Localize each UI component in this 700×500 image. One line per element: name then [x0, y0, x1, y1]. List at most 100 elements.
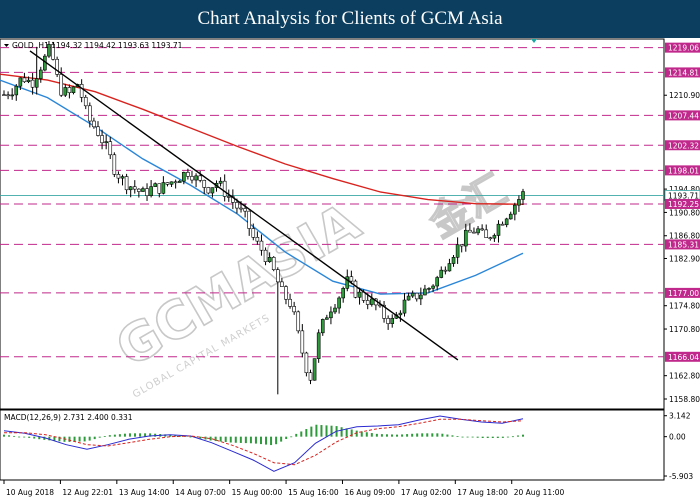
time-value: 17 Aug 18:00 — [457, 488, 508, 497]
candle — [316, 329, 321, 363]
candle — [128, 186, 133, 198]
symbol-menu-icon[interactable] — [4, 44, 9, 47]
candle — [194, 173, 198, 188]
candle — [276, 267, 280, 395]
macd-histogram-bar — [209, 436, 212, 441]
candle-body-up — [34, 78, 39, 88]
macd-histogram-bar — [380, 434, 383, 437]
time-value: 17 Aug 02:00 — [401, 488, 452, 497]
macd-histogram-bar — [496, 436, 499, 438]
macd-main-line — [3, 415, 524, 472]
candle — [443, 266, 448, 275]
macd-histogram-bar — [370, 433, 373, 437]
candle — [435, 275, 439, 291]
price-value: 1190.80 — [669, 208, 700, 217]
macd-histogram-bar — [330, 425, 333, 437]
macd-histogram-bar — [139, 433, 142, 437]
macd-histogram-bar — [259, 436, 262, 445]
candle — [423, 284, 427, 296]
candle — [312, 358, 317, 381]
level-price-box — [665, 140, 700, 151]
candle — [14, 84, 19, 101]
candle-body-down — [157, 183, 162, 194]
candle — [521, 188, 525, 206]
macd-histogram-bar — [128, 433, 131, 437]
macd-histogram-bar — [295, 433, 298, 437]
price-label: 1219.06 — [665, 42, 700, 53]
macd-histogram-bar — [144, 433, 147, 437]
macd-histogram-bar — [68, 436, 71, 442]
macd-histogram-bar — [285, 436, 288, 440]
candle — [451, 254, 456, 267]
candle-body-up — [14, 85, 19, 96]
price-value: 1158.80 — [669, 395, 700, 404]
candle — [267, 252, 272, 263]
level-price-box — [665, 42, 700, 53]
candle-body-down — [222, 180, 227, 197]
macd-histogram-bar — [305, 429, 308, 437]
level-price-value: 1192.25 — [668, 200, 699, 209]
candle — [304, 351, 309, 377]
price-label: 1214.81 — [665, 67, 700, 78]
time-label: 20 Aug 11:00 — [511, 480, 565, 497]
price-value: 1182.90 — [669, 254, 700, 263]
candle — [169, 181, 174, 187]
macd-histogram-bar — [18, 436, 21, 438]
macd-histogram-bar — [234, 436, 237, 443]
price-label: 1207.44 — [665, 110, 700, 121]
candle-body-up — [513, 204, 517, 215]
level-price-value: 1185.31 — [668, 240, 699, 249]
time-axis: 10 Aug 2018 12 Aug 22:01 13 Aug 14:00 14 Au… — [3, 480, 565, 497]
macd-histogram-bar — [13, 435, 16, 437]
candle-body-down — [198, 175, 202, 181]
candle — [157, 183, 162, 198]
candle-body-up — [71, 86, 76, 93]
macd-histogram-bar — [310, 426, 313, 437]
candle-body-down — [116, 174, 121, 179]
candle-body-up — [345, 276, 350, 289]
macd-histogram-bar — [476, 436, 479, 438]
price-label: 1190.80 — [664, 208, 700, 217]
candle — [504, 217, 509, 228]
candle — [55, 56, 59, 78]
candle — [333, 303, 337, 315]
candle — [288, 293, 292, 309]
candle — [427, 287, 431, 293]
macd-histogram-bar — [481, 436, 484, 438]
macd-histogram-bar — [486, 436, 489, 438]
time-value: 12 Aug 22:01 — [62, 488, 113, 497]
candle — [308, 369, 313, 385]
candle-body-up — [463, 229, 468, 247]
macd-histogram-bar — [113, 434, 116, 437]
candle — [406, 292, 411, 301]
candle-body-up — [492, 235, 497, 239]
current-price-value: 1193.71 — [668, 191, 699, 200]
level-price-value: 1166.04 — [668, 353, 699, 362]
candle — [83, 94, 88, 110]
time-value: 13 Aug 14:00 — [119, 488, 170, 497]
price-label: 1177.00 — [665, 287, 700, 298]
macd-histogram-bar — [300, 431, 303, 437]
candle — [357, 287, 362, 305]
macd-label: MACD(12,26,9) 2.731 2.400 0.331 — [4, 413, 133, 422]
macd-histogram-bar — [451, 435, 454, 437]
macd-histogram-bar — [506, 436, 509, 438]
candle — [182, 171, 186, 185]
candle — [472, 227, 476, 234]
candle — [259, 234, 264, 256]
candle — [59, 67, 64, 98]
shift-marker-icon[interactable] — [531, 39, 537, 43]
candle-body-down — [226, 196, 231, 198]
macd-histogram-bar — [199, 436, 202, 439]
candle-body-down — [124, 176, 129, 191]
candle — [202, 179, 207, 195]
candle — [38, 66, 43, 83]
candle-body-up — [325, 317, 329, 320]
watermark-chinese: 金汇 — [421, 167, 514, 247]
candle — [231, 189, 235, 210]
candle — [349, 270, 354, 285]
macd-histogram-bar — [350, 429, 353, 437]
level-price-box — [665, 165, 700, 176]
time-label: 17 Aug 02:00 — [398, 480, 452, 497]
